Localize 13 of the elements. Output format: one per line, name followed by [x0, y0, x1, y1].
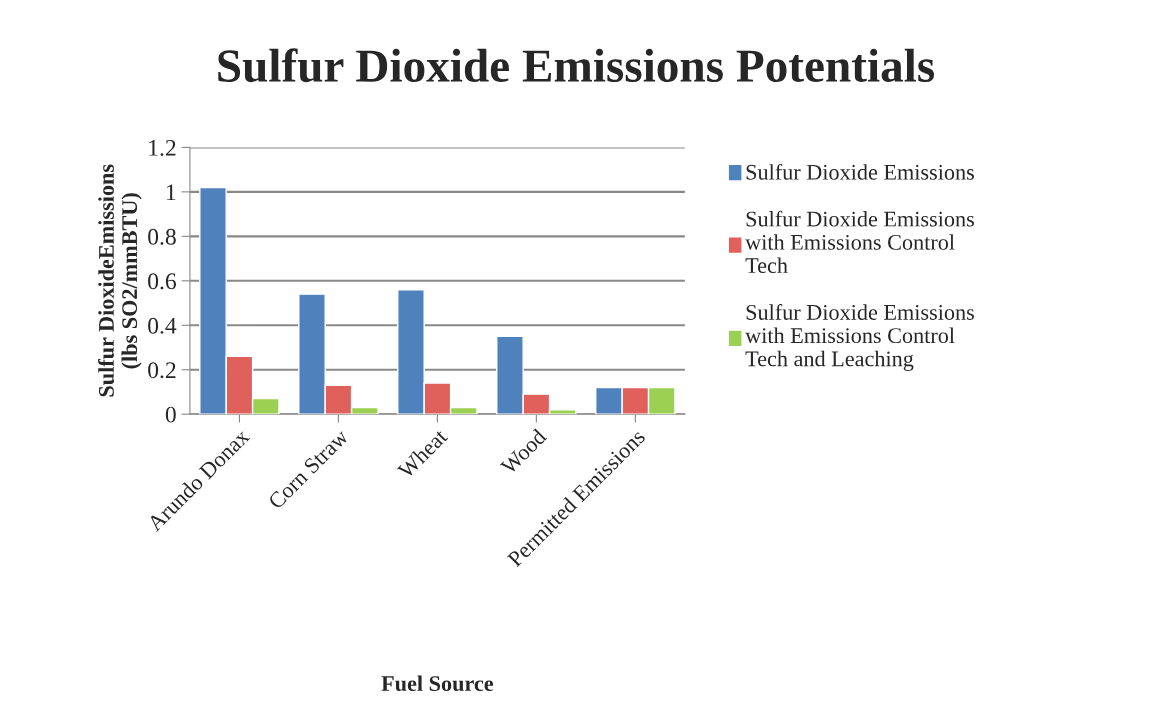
y-tick-label: 0.8: [148, 228, 176, 245]
legend-label: Sulfur Dioxide Emissions with Emissions Control Tech and Leaching: [745, 304, 974, 371]
legend-label: Sulfur Dioxide Emissions with Emissions Control Tech: [745, 210, 974, 274]
y-axis-title: Sulfur DioxideEmissions (lbs SO2/mmBTU): [98, 164, 142, 397]
y-tick-label: 1: [166, 184, 176, 201]
y-tick-label: 0: [165, 406, 176, 423]
y-tick-label: 0.4: [148, 317, 177, 334]
legend-label: Sulfur Dioxide Emissions: [746, 163, 974, 180]
y-tick-label: 0.2: [148, 362, 176, 379]
chart-title: Sulfur Dioxide Emissions Potentials: [218, 48, 935, 83]
x-axis-title: Fuel Source: [381, 675, 494, 692]
y-tick-label: 1.2: [149, 139, 176, 156]
y-tick-label: 0.6: [148, 273, 177, 290]
